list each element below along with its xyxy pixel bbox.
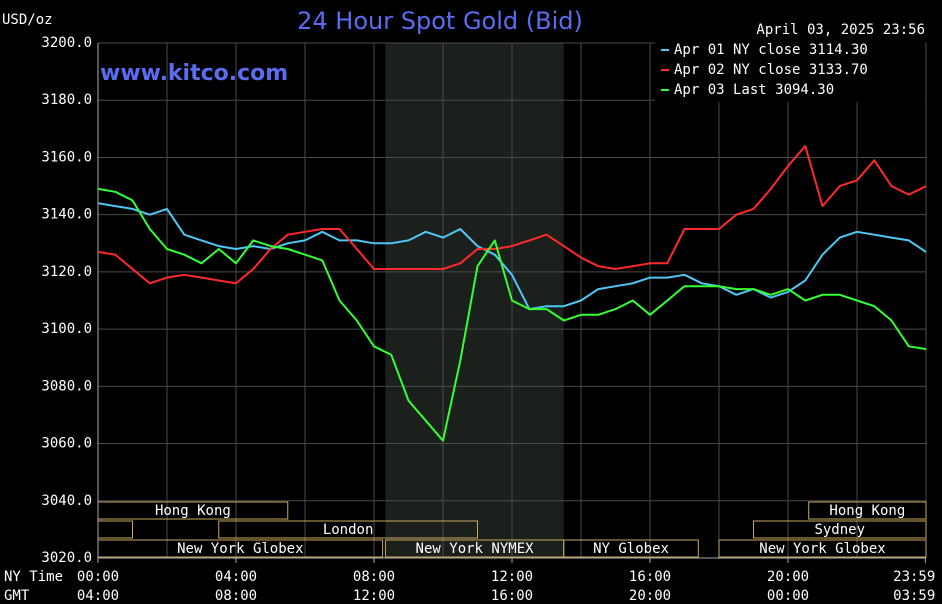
x-tick-label: 12:00: [491, 569, 533, 585]
session-label: Sydney: [814, 522, 865, 538]
x-tick-label: 20:00: [767, 569, 809, 585]
x2-tick-label: 12:00: [353, 588, 395, 604]
y-tick-label: 3020.0: [41, 550, 92, 566]
session-box: [563, 539, 699, 558]
y-tick-label: 3060.0: [41, 436, 92, 452]
x2-tick-label: 08:00: [215, 588, 257, 604]
x-tick-label: 04:00: [215, 569, 257, 585]
y-tick-label: 3080.0: [41, 378, 92, 394]
chart-title: 24 Hour Spot Gold (Bid): [297, 7, 583, 35]
legend-label: Apr 02 NY close 3133.70: [674, 62, 868, 78]
y-axis-label: USD/oz: [2, 12, 53, 28]
session-label: Hong Kong: [155, 503, 231, 519]
session-label: London: [323, 522, 374, 538]
x-tick-label: 00:00: [77, 569, 119, 585]
session-label: New York Globex: [759, 541, 885, 557]
session-label: New York NYMEX: [416, 541, 535, 557]
x-axis-label: NY Time: [4, 569, 63, 585]
series-line: [97, 202, 927, 311]
y-tick-label: 3180.0: [41, 92, 92, 108]
watermark: www.kitco.com: [100, 61, 288, 86]
session-box: [218, 520, 478, 539]
legend-label: Apr 03 Last 3094.30: [674, 82, 834, 98]
x2-tick-label: 16:00: [491, 588, 533, 604]
x2-tick-label: 03:59: [893, 588, 935, 604]
session-label: New York Globex: [177, 541, 303, 557]
highlight-band: [385, 43, 564, 558]
timestamp: April 03, 2025 23:56: [756, 22, 925, 38]
session-box: [808, 501, 927, 520]
x2-tick-label: 20:00: [629, 588, 671, 604]
y-tick-label: 3100.0: [41, 321, 92, 337]
x2-axis-label: GMT: [4, 588, 30, 604]
session-label: Hong Kong: [829, 503, 905, 519]
series-line: [97, 145, 927, 285]
y-tick-label: 3140.0: [41, 207, 92, 223]
session-box: [753, 520, 927, 539]
session-box: [718, 539, 927, 558]
x2-tick-label: 04:00: [77, 588, 119, 604]
legend-label: Apr 01 NY close 3114.30: [674, 42, 868, 58]
y-tick-label: 3120.0: [41, 264, 92, 280]
x-tick-label: 08:00: [353, 569, 395, 585]
y-tick-label: 3040.0: [41, 493, 92, 509]
y-tick-label: 3200.0: [41, 35, 92, 51]
session-box: [97, 520, 133, 539]
legend-box: [655, 40, 925, 102]
series-line: [97, 187, 927, 442]
session-label: NY Globex: [593, 541, 669, 557]
x-tick-label: 23:59: [893, 569, 935, 585]
x2-tick-label: 00:00: [767, 588, 809, 604]
y-tick-label: 3160.0: [41, 149, 92, 165]
x-tick-label: 16:00: [629, 569, 671, 585]
